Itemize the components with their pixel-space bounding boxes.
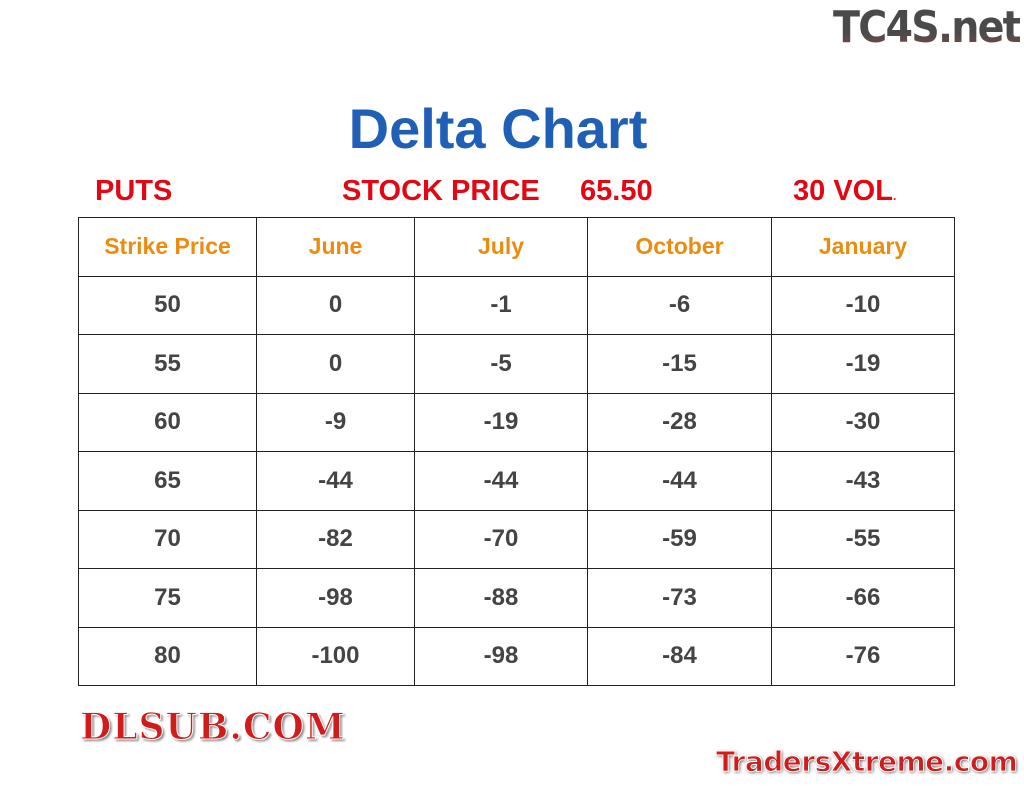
delta-cell: -73 (587, 568, 772, 628)
table-row: 70 -82 -70 -59 -55 (78, 509, 955, 569)
delta-cell: -82 (256, 509, 415, 569)
delta-table: Strike Price June July October January 50 0 -1… (78, 217, 955, 686)
delta-cell: -44 (256, 451, 415, 511)
option-type-label: PUTS (95, 175, 173, 207)
strike-cell: 55 (78, 334, 257, 394)
table-row: 65 -44 -44 -44 -43 (78, 451, 955, 511)
delta-cell: -6 (587, 275, 772, 335)
delta-cell: -98 (414, 626, 588, 686)
strike-cell: 75 (78, 568, 257, 628)
volatility-period: . (892, 189, 897, 203)
column-header: January (771, 217, 955, 277)
page-title: Delta Chart (348, 97, 648, 160)
delta-cell: -88 (414, 568, 588, 628)
delta-cell: -9 (256, 392, 415, 452)
delta-cell: -19 (771, 334, 955, 394)
delta-cell: -28 (587, 392, 772, 452)
column-header: June (256, 217, 415, 277)
column-header: October (587, 217, 772, 277)
table-row: 50 0 -1 -6 -10 (78, 275, 955, 335)
strike-cell: 70 (78, 509, 257, 569)
delta-cell: -98 (256, 568, 415, 628)
tradersxtreme-logo: TradersXtreme.com (715, 745, 1018, 779)
tc4s-logo: TC4S.net (833, 2, 1022, 53)
delta-cell: 0 (256, 275, 415, 335)
stock-price-value: 65.50 (580, 175, 653, 207)
dlsub-watermark: DLSUB.COM (80, 706, 346, 749)
delta-cell: -70 (414, 509, 588, 569)
delta-cell: -19 (414, 392, 588, 452)
stock-price-label: STOCK PRICE (342, 175, 540, 207)
column-header: July (414, 217, 588, 277)
strike-cell: 80 (78, 626, 257, 686)
table-row: 60 -9 -19 -28 -30 (78, 392, 955, 452)
volatility-label: 30 VOL. (793, 175, 896, 208)
delta-cell: -59 (587, 509, 772, 569)
delta-cell: -44 (587, 451, 772, 511)
delta-cell: -43 (771, 451, 955, 511)
strike-cell: 65 (78, 451, 257, 511)
delta-cell: -1 (414, 275, 588, 335)
delta-cell: -84 (587, 626, 772, 686)
delta-cell: -66 (771, 568, 955, 628)
delta-cell: -10 (771, 275, 955, 335)
delta-cell: -30 (771, 392, 955, 452)
table-row: 80 -100 -98 -84 -76 (78, 626, 955, 686)
volatility-text: 30 VOL (793, 175, 893, 207)
delta-cell: 0 (256, 334, 415, 394)
table-row: 55 0 -5 -15 -19 (78, 334, 955, 394)
delta-cell: -76 (771, 626, 955, 686)
table-row: 75 -98 -88 -73 -66 (78, 568, 955, 628)
delta-cell: -100 (256, 626, 415, 686)
strike-cell: 60 (78, 392, 257, 452)
column-header: Strike Price (78, 217, 257, 277)
delta-cell: -5 (414, 334, 588, 394)
table-header-row: Strike Price June July October January (78, 217, 955, 277)
delta-cell: -55 (771, 509, 955, 569)
delta-cell: -15 (587, 334, 772, 394)
strike-cell: 50 (78, 275, 257, 335)
delta-cell: -44 (414, 451, 588, 511)
